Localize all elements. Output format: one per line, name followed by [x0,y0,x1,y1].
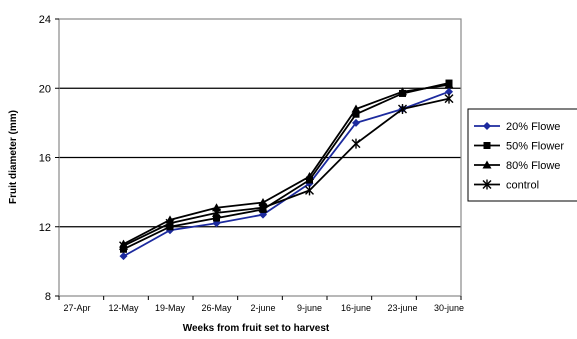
legend-label: 20% Flowe [506,121,560,133]
y-tick-label: 20 [39,83,51,95]
y-tick-label: 24 [39,14,51,26]
data-point [483,142,491,149]
series-line [123,97,450,247]
data-point [213,214,220,222]
y-tick-label: 12 [39,222,51,234]
data-point [305,172,314,181]
x-axis-ticks: 27-Apr 12-May 19-May 26-May 2-june 9-june 16-j… [58,296,464,313]
y-tick-label: 16 [39,153,51,165]
x-tick-label: 16-june [341,303,371,313]
legend-label: 80% Flowe [506,160,560,172]
legend-entry: 20% Flowe [474,121,560,133]
x-tick-label: 19-May [155,303,186,313]
legend-entry: 50% Flower [474,141,564,153]
x-axis-title: Weeks from fruit set to harvest [183,323,330,334]
data-point [483,122,491,130]
data-point [258,198,268,207]
data-point [352,110,360,118]
x-tick-label: 12-May [108,303,139,313]
data-point [482,160,492,169]
y-tick-label: 8 [45,291,51,303]
data-point [165,218,175,229]
data-point [352,118,360,127]
series-line [123,82,450,251]
data-point [351,104,361,113]
x-tick-label: 9-june [297,303,322,313]
data-point [398,104,407,115]
legend-entry: 80% Flowe [474,160,560,172]
data-point [351,138,361,149]
x-tick-label: 2-june [250,303,275,313]
x-tick-label: 30-june [434,303,464,313]
legend: 20% Flowe 50% Flower 80% Flowe control [467,108,577,202]
series-3 [119,80,454,248]
data-point [482,179,492,190]
y-axis-title: Fruit diameter (mm) [8,110,19,204]
legend-label: 50% Flower [506,141,564,153]
data-point [305,185,314,196]
x-tick-label: 27-Apr [63,303,90,313]
data-point [212,207,221,218]
x-tick-label: 23-june [387,303,417,313]
series-4 [119,93,454,251]
data-point [444,93,454,104]
data-point [398,87,407,96]
y-axis-ticks: 8 12 16 20 24 [39,14,59,303]
data-point [119,240,128,251]
data-point [445,87,453,96]
gridlines [59,87,461,228]
data-point [258,202,268,213]
legend-label: control [506,180,539,192]
series-line [123,83,450,245]
data-point [212,203,221,212]
x-tick-label: 26-May [201,303,232,313]
data-point [444,80,454,89]
series-lines [119,79,454,261]
data-point [119,252,128,261]
legend-entry: control [474,179,539,192]
